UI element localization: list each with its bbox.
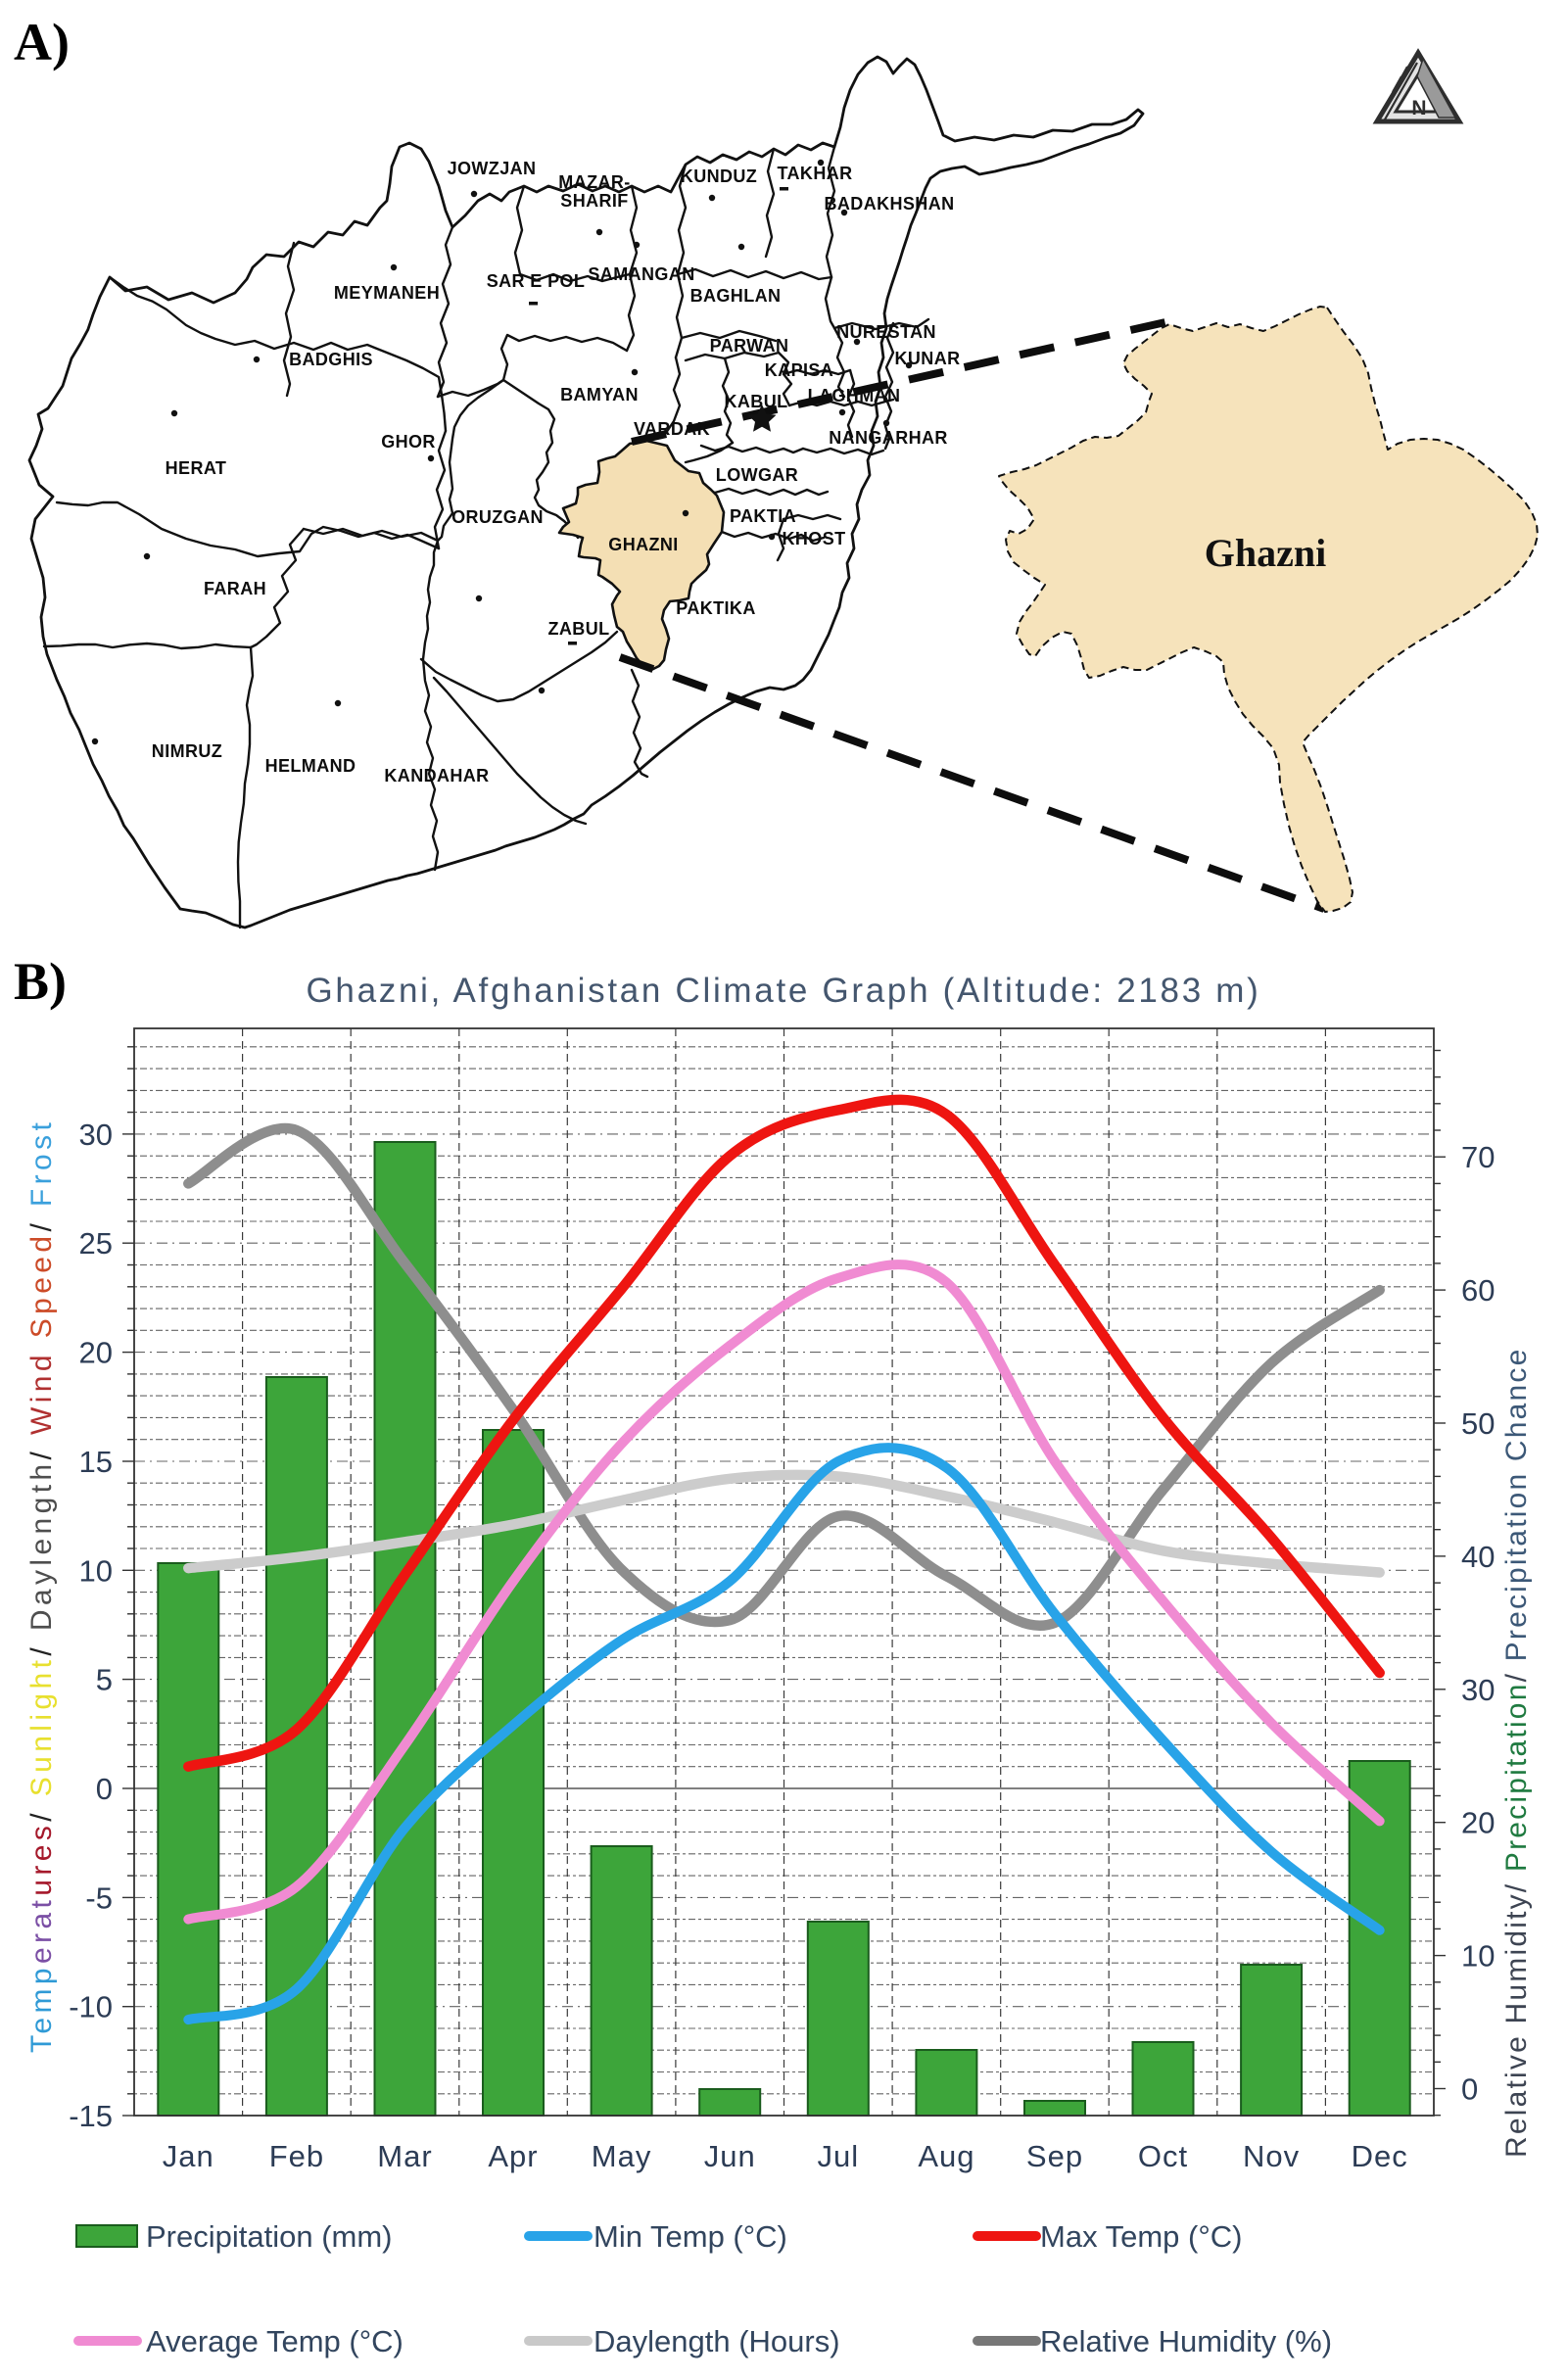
svg-text:SAR E POL: SAR E POL: [487, 271, 586, 291]
svg-text:KUNAR: KUNAR: [895, 349, 961, 368]
svg-text:A): A): [14, 13, 70, 71]
svg-text:GHOR: GHOR: [381, 432, 436, 452]
svg-text:Dec: Dec: [1352, 2139, 1408, 2173]
svg-text:10: 10: [79, 1553, 113, 1588]
svg-text:Ghazni: Ghazni: [1205, 531, 1326, 575]
svg-text:May: May: [592, 2139, 652, 2173]
svg-text:20: 20: [1461, 1806, 1495, 1840]
svg-text:JOWZJAN: JOWZJAN: [448, 159, 537, 178]
svg-text:NURESTAN: NURESTAN: [836, 322, 936, 342]
svg-text:Mar: Mar: [377, 2139, 432, 2173]
svg-text:Jul: Jul: [817, 2139, 859, 2173]
svg-text:Precipitation (mm): Precipitation (mm): [146, 2219, 393, 2254]
svg-text:MEYMANEH: MEYMANEH: [334, 283, 440, 303]
svg-text:10: 10: [1461, 1939, 1495, 1974]
svg-text:FARAH: FARAH: [204, 579, 266, 598]
svg-text:30: 30: [79, 1118, 113, 1152]
svg-text:-10: -10: [69, 1990, 113, 2024]
svg-text:Ghazni, Afghanistan Climate Gr: Ghazni, Afghanistan Climate Graph (Altit…: [307, 972, 1261, 1010]
svg-text:Relative Humidity (%): Relative Humidity (%): [1040, 2324, 1332, 2358]
svg-text:Oct: Oct: [1138, 2139, 1188, 2173]
svg-text:KHOST: KHOST: [783, 529, 846, 548]
svg-text:15: 15: [79, 1445, 113, 1479]
svg-text:HELMAND: HELMAND: [265, 756, 356, 776]
svg-text:Min Temp (°C): Min Temp (°C): [594, 2219, 787, 2254]
svg-text:Average Temp (°C): Average Temp (°C): [146, 2324, 404, 2358]
svg-text:30: 30: [1461, 1673, 1495, 1707]
svg-text:KUNDUZ: KUNDUZ: [681, 167, 757, 186]
svg-text:Max Temp (°C): Max Temp (°C): [1040, 2219, 1242, 2254]
svg-text:20: 20: [79, 1336, 113, 1370]
svg-text:PAKTIA: PAKTIA: [730, 506, 796, 526]
svg-text:Nov: Nov: [1243, 2139, 1300, 2173]
svg-text:KAPISA: KAPISA: [765, 360, 833, 380]
svg-text:Relative Humidity/ Precipitati: Relative Humidity/ Precipitation/ Precip…: [1500, 1348, 1533, 2159]
svg-text:B): B): [14, 952, 67, 1011]
svg-text:-5: -5: [85, 1880, 113, 1915]
svg-text:GHAZNI: GHAZNI: [608, 535, 678, 554]
svg-text:Temperatures/ Sunlight/ Daylen: Temperatures/ Sunlight/ Daylength/ Wind …: [25, 1119, 58, 2053]
svg-text:BAMYAN: BAMYAN: [560, 385, 639, 405]
svg-text:40: 40: [1461, 1540, 1495, 1574]
svg-text:Jun: Jun: [704, 2139, 756, 2173]
svg-text:MAZAR-: MAZAR-: [558, 172, 630, 192]
svg-text:NANGARHAR: NANGARHAR: [829, 428, 948, 448]
svg-text:SAMANGAN: SAMANGAN: [588, 264, 694, 284]
svg-text:ORUZGAN: ORUZGAN: [451, 507, 544, 527]
svg-text:ZABUL: ZABUL: [548, 619, 610, 639]
svg-text:BADGHIS: BADGHIS: [289, 350, 373, 369]
svg-text:Apr: Apr: [488, 2139, 538, 2173]
svg-text:Sep: Sep: [1026, 2139, 1083, 2173]
svg-text:NIMRUZ: NIMRUZ: [152, 741, 222, 761]
svg-text:25: 25: [79, 1226, 113, 1261]
svg-text:Daylength (Hours): Daylength (Hours): [594, 2324, 840, 2358]
svg-text:PARWAN: PARWAN: [710, 336, 789, 356]
svg-text:Feb: Feb: [269, 2139, 324, 2173]
svg-text:BADAKHSHAN: BADAKHSHAN: [825, 194, 955, 214]
svg-text:5: 5: [96, 1663, 113, 1697]
svg-text:Jan: Jan: [163, 2139, 214, 2173]
svg-text:LAGHMAN: LAGHMAN: [808, 386, 901, 405]
svg-text:N: N: [1411, 97, 1426, 119]
svg-text:Aug: Aug: [918, 2139, 974, 2173]
svg-text:KABUL: KABUL: [725, 392, 788, 411]
svg-text:60: 60: [1461, 1273, 1495, 1308]
svg-text:50: 50: [1461, 1406, 1495, 1441]
svg-text:TAKHAR: TAKHAR: [777, 164, 852, 183]
svg-text:BAGHLAN: BAGHLAN: [690, 286, 782, 306]
svg-text:0: 0: [96, 1772, 113, 1806]
svg-text:SHARIF: SHARIF: [560, 191, 628, 211]
svg-text:-15: -15: [69, 2099, 113, 2133]
svg-text:KANDAHAR: KANDAHAR: [384, 766, 489, 785]
svg-text:70: 70: [1461, 1140, 1495, 1174]
svg-text:HERAT: HERAT: [166, 458, 227, 478]
svg-text:PAKTIKA: PAKTIKA: [676, 598, 755, 618]
svg-text:LOWGAR: LOWGAR: [716, 465, 798, 485]
svg-text:0: 0: [1461, 2072, 1478, 2107]
svg-text:VARDAK: VARDAK: [634, 419, 710, 439]
